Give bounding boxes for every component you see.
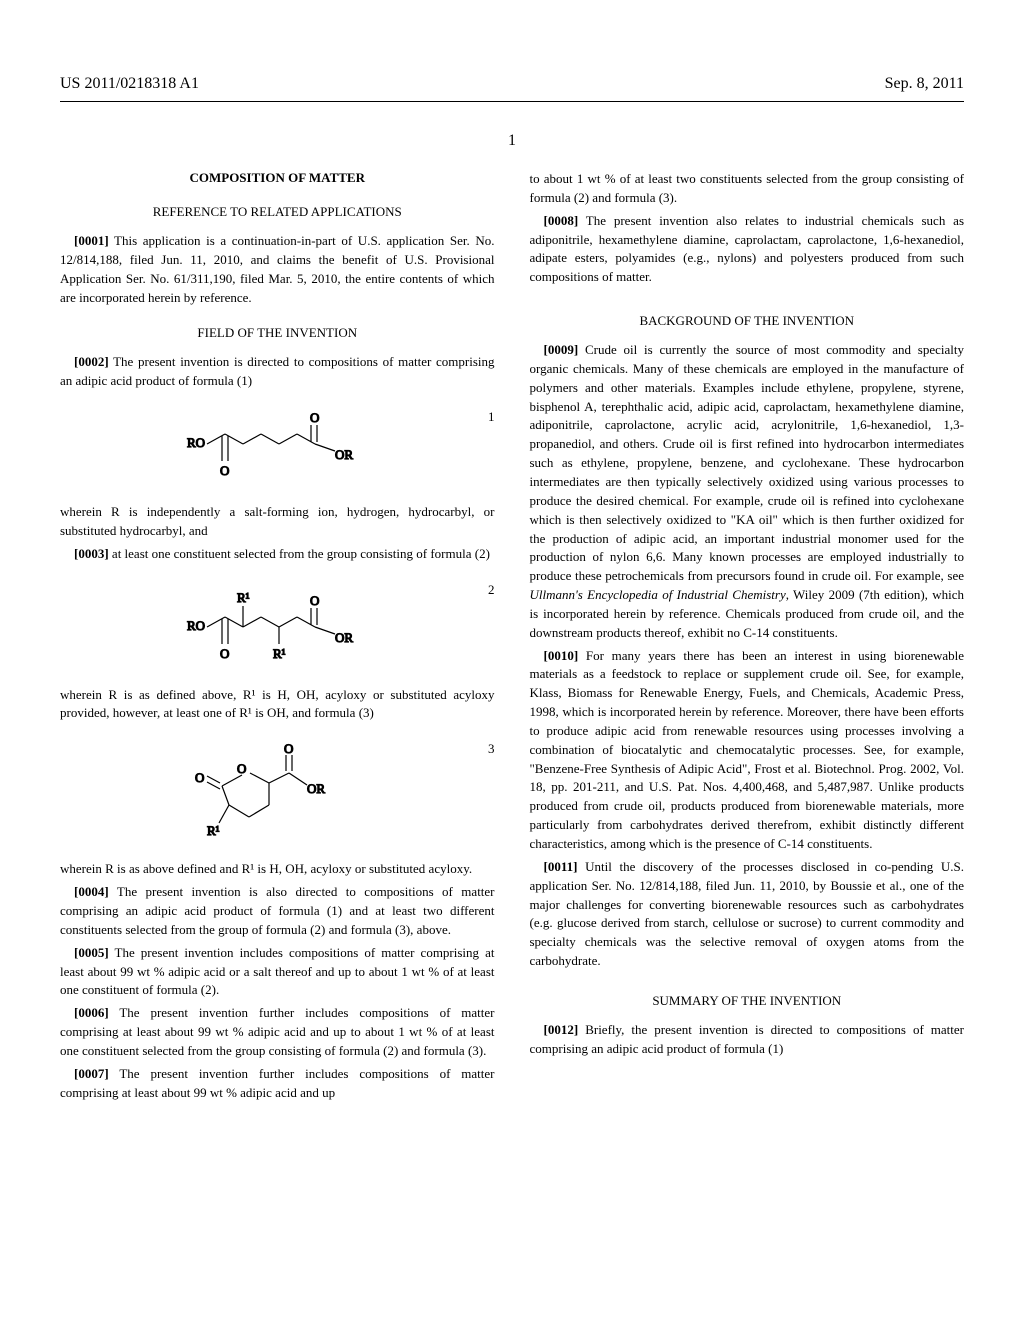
page-number: 1 xyxy=(60,132,964,150)
paragraph: wherein R is independently a salt-formin… xyxy=(60,503,495,541)
svg-text:OR: OR xyxy=(335,630,353,645)
para-number: [0002] xyxy=(74,354,109,369)
paragraph: [0008] The present invention also relate… xyxy=(530,212,965,287)
section-heading-field: FIELD OF THE INVENTION xyxy=(60,325,495,341)
paragraph: [0012] Briefly, the present invention is… xyxy=(530,1021,965,1059)
formula-1: 1 RO OR O O xyxy=(60,409,495,489)
para-text: This application is a continuation-in-pa… xyxy=(60,233,495,305)
chemical-structure-icon: RO OR O O xyxy=(177,409,377,484)
svg-text:OR: OR xyxy=(335,447,353,462)
para-text: The present invention includes compositi… xyxy=(60,945,495,998)
para-number: [0010] xyxy=(544,648,579,663)
svg-text:O: O xyxy=(237,761,246,776)
svg-text:O: O xyxy=(220,463,229,478)
para-italic: Ullmann's Encyclopedia of Industrial Che… xyxy=(530,587,786,602)
para-number: [0011] xyxy=(544,859,578,874)
para-number: [0004] xyxy=(74,884,109,899)
svg-text:O: O xyxy=(284,741,293,756)
right-column: to about 1 wt % of at least two constitu… xyxy=(530,170,965,1106)
svg-text:R¹: R¹ xyxy=(207,823,220,838)
formula-number: 3 xyxy=(488,741,495,757)
paragraph: [0003] at least one constituent selected… xyxy=(60,545,495,564)
para-text: The present invention is directed to com… xyxy=(60,354,495,388)
svg-text:O: O xyxy=(310,410,319,425)
svg-text:R¹: R¹ xyxy=(273,646,286,661)
formula-2: 2 RO OR O O xyxy=(60,582,495,672)
para-text: The present invention is also directed t… xyxy=(60,884,495,937)
para-text: For many years there has been an interes… xyxy=(530,648,965,851)
para-text: Briefly, the present invention is direct… xyxy=(530,1022,965,1056)
page-header: US 2011/0218318 A1 Sep. 8, 2011 xyxy=(60,75,964,93)
header-divider xyxy=(60,101,964,102)
paragraph: wherein R is as defined above, R¹ is H, … xyxy=(60,686,495,724)
patent-date: Sep. 8, 2011 xyxy=(885,75,964,93)
formula-3: 3 O O OR O xyxy=(60,741,495,846)
chemical-structure-icon: RO OR O O R¹ xyxy=(177,582,377,667)
section-heading-summary: SUMMARY OF THE INVENTION xyxy=(530,993,965,1009)
paragraph: [0009] Crude oil is currently the source… xyxy=(530,341,965,643)
patent-number: US 2011/0218318 A1 xyxy=(60,75,199,93)
paragraph: [0010] For many years there has been an … xyxy=(530,647,965,854)
paragraph: to about 1 wt % of at least two constitu… xyxy=(530,170,965,208)
formula-number: 1 xyxy=(488,409,495,425)
paragraph: wherein R is as above defined and R¹ is … xyxy=(60,860,495,879)
para-text: The present invention further includes c… xyxy=(60,1066,495,1100)
svg-text:RO: RO xyxy=(187,435,205,450)
para-text: at least one constituent selected from t… xyxy=(112,546,490,561)
para-number: [0005] xyxy=(74,945,109,960)
document-title: COMPOSITION OF MATTER xyxy=(60,170,495,186)
paragraph: [0004] The present invention is also dir… xyxy=(60,883,495,940)
paragraph: [0005] The present invention includes co… xyxy=(60,944,495,1001)
section-heading-background: BACKGROUND OF THE INVENTION xyxy=(530,313,965,329)
paragraph: [0007] The present invention further inc… xyxy=(60,1065,495,1103)
content-columns: COMPOSITION OF MATTER REFERENCE TO RELAT… xyxy=(60,170,964,1106)
chemical-structure-icon: O O OR O R¹ xyxy=(187,741,367,841)
left-column: COMPOSITION OF MATTER REFERENCE TO RELAT… xyxy=(60,170,495,1106)
para-text: Until the discovery of the processes dis… xyxy=(530,859,965,968)
svg-text:RO: RO xyxy=(187,618,205,633)
para-number: [0012] xyxy=(544,1022,579,1037)
para-number: [0008] xyxy=(544,213,579,228)
paragraph: [0006] The present invention further inc… xyxy=(60,1004,495,1061)
para-number: [0001] xyxy=(74,233,109,248)
para-number: [0003] xyxy=(74,546,109,561)
para-text: The present invention further includes c… xyxy=(60,1005,495,1058)
para-text: Crude oil is currently the source of mos… xyxy=(530,342,965,583)
svg-text:O: O xyxy=(195,770,204,785)
svg-text:O: O xyxy=(310,593,319,608)
formula-number: 2 xyxy=(488,582,495,598)
paragraph: [0002] The present invention is directed… xyxy=(60,353,495,391)
paragraph: [0011] Until the discovery of the proces… xyxy=(530,858,965,971)
para-text: The present invention also relates to in… xyxy=(530,213,965,285)
svg-text:R¹: R¹ xyxy=(237,590,250,605)
para-number: [0006] xyxy=(74,1005,109,1020)
section-heading-related: REFERENCE TO RELATED APPLICATIONS xyxy=(60,204,495,220)
para-number: [0009] xyxy=(544,342,579,357)
para-number: [0007] xyxy=(74,1066,109,1081)
paragraph: [0001] This application is a continuatio… xyxy=(60,232,495,307)
svg-text:OR: OR xyxy=(307,781,325,796)
svg-text:O: O xyxy=(220,646,229,661)
